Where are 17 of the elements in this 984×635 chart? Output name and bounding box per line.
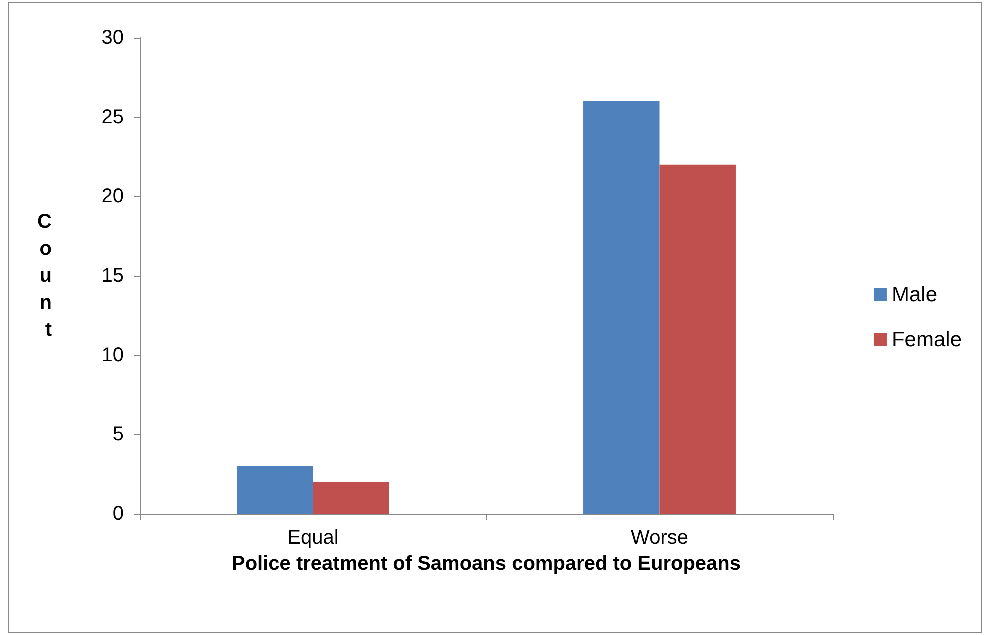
y-tick-label: 25 (102, 106, 124, 128)
bar (237, 466, 314, 514)
legend-label: Female (892, 328, 962, 352)
y-tick-label: 20 (102, 186, 124, 208)
bar (313, 482, 390, 514)
y-tick-label: 0 (112, 503, 124, 525)
y-tick-label: 15 (102, 265, 124, 287)
x-axis-title: Police treatment of Samoans compared to Europeans (232, 553, 742, 575)
bar (660, 164, 736, 514)
legend-label: Male (892, 284, 938, 306)
y-tick-label: 5 (112, 424, 124, 446)
bar (584, 101, 660, 514)
y-tick-label: 10 (102, 344, 124, 366)
y-tick-label: 30 (102, 27, 124, 49)
x-tick-label: Worse (631, 527, 688, 549)
x-tick-label: Equal (288, 527, 339, 549)
y-axis-title: Count (38, 211, 52, 341)
